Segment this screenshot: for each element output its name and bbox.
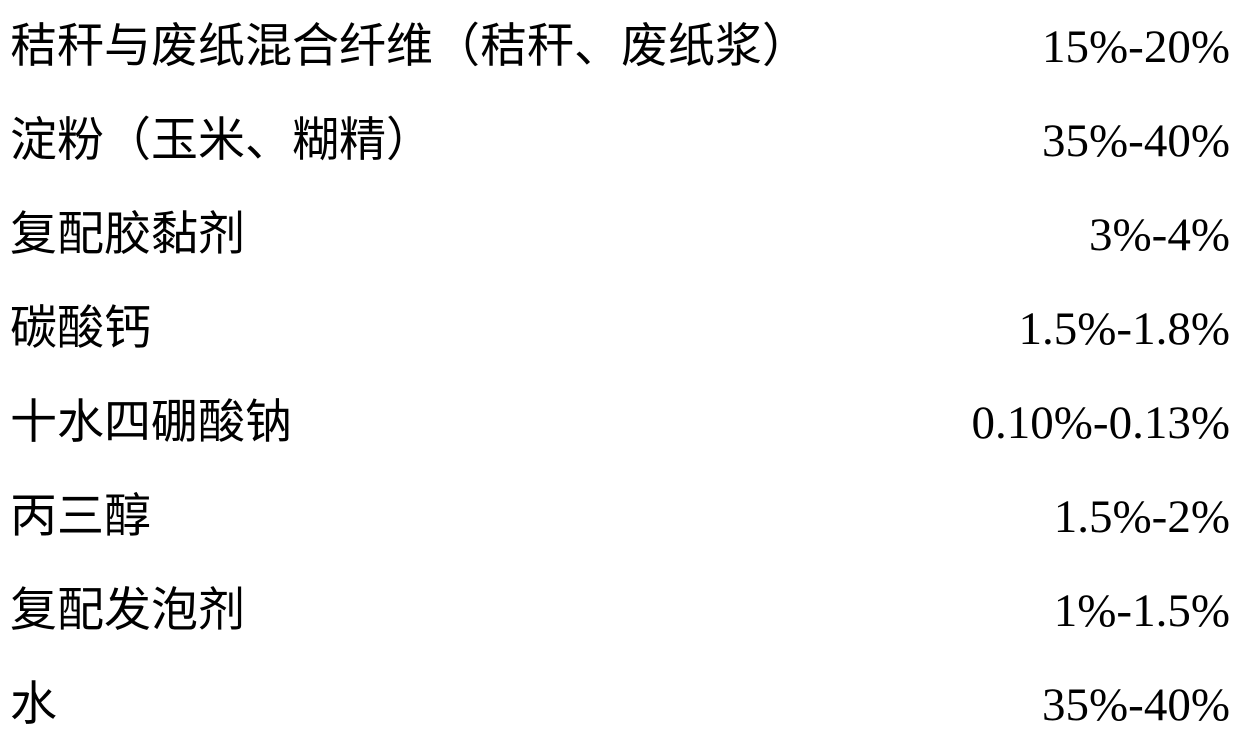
composition-table: 秸秆与废纸混合纤维（秸秆、废纸浆） 15%-20% 淀粉（玉米、糊精） 35%-… (0, 0, 1244, 752)
ingredient-label: 水 (10, 665, 57, 734)
ingredient-label: 淀粉（玉米、糊精） (10, 101, 433, 170)
ingredient-label: 复配胶黏剂 (10, 195, 245, 264)
table-row: 复配发泡剂 1%-1.5% (0, 564, 1244, 658)
table-row: 丙三醇 1.5%-2% (0, 470, 1244, 564)
ingredient-value: 1%-1.5% (1054, 584, 1230, 638)
ingredient-value: 1.5%-1.8% (1019, 302, 1230, 356)
ingredient-label: 复配发泡剂 (10, 571, 245, 640)
table-row: 碳酸钙 1.5%-1.8% (0, 282, 1244, 376)
ingredient-value: 15%-20% (1042, 20, 1230, 74)
ingredient-value: 35%-40% (1042, 678, 1230, 732)
ingredient-value: 0.10%-0.13% (972, 396, 1230, 450)
table-row: 复配胶黏剂 3%-4% (0, 188, 1244, 282)
ingredient-label: 丙三醇 (10, 477, 151, 546)
ingredient-label: 秸秆与废纸混合纤维（秸秆、废纸浆） (10, 7, 809, 76)
ingredient-value: 35%-40% (1042, 114, 1230, 168)
ingredient-label: 十水四硼酸钠 (10, 383, 292, 452)
table-row: 淀粉（玉米、糊精） 35%-40% (0, 94, 1244, 188)
page: 秸秆与废纸混合纤维（秸秆、废纸浆） 15%-20% 淀粉（玉米、糊精） 35%-… (0, 0, 1244, 751)
table-row: 十水四硼酸钠 0.10%-0.13% (0, 376, 1244, 470)
ingredient-value: 3%-4% (1089, 208, 1230, 262)
table-row: 秸秆与废纸混合纤维（秸秆、废纸浆） 15%-20% (0, 0, 1244, 94)
ingredient-label: 碳酸钙 (10, 289, 151, 358)
table-row: 水 35%-40% (0, 658, 1244, 752)
ingredient-value: 1.5%-2% (1054, 490, 1230, 544)
